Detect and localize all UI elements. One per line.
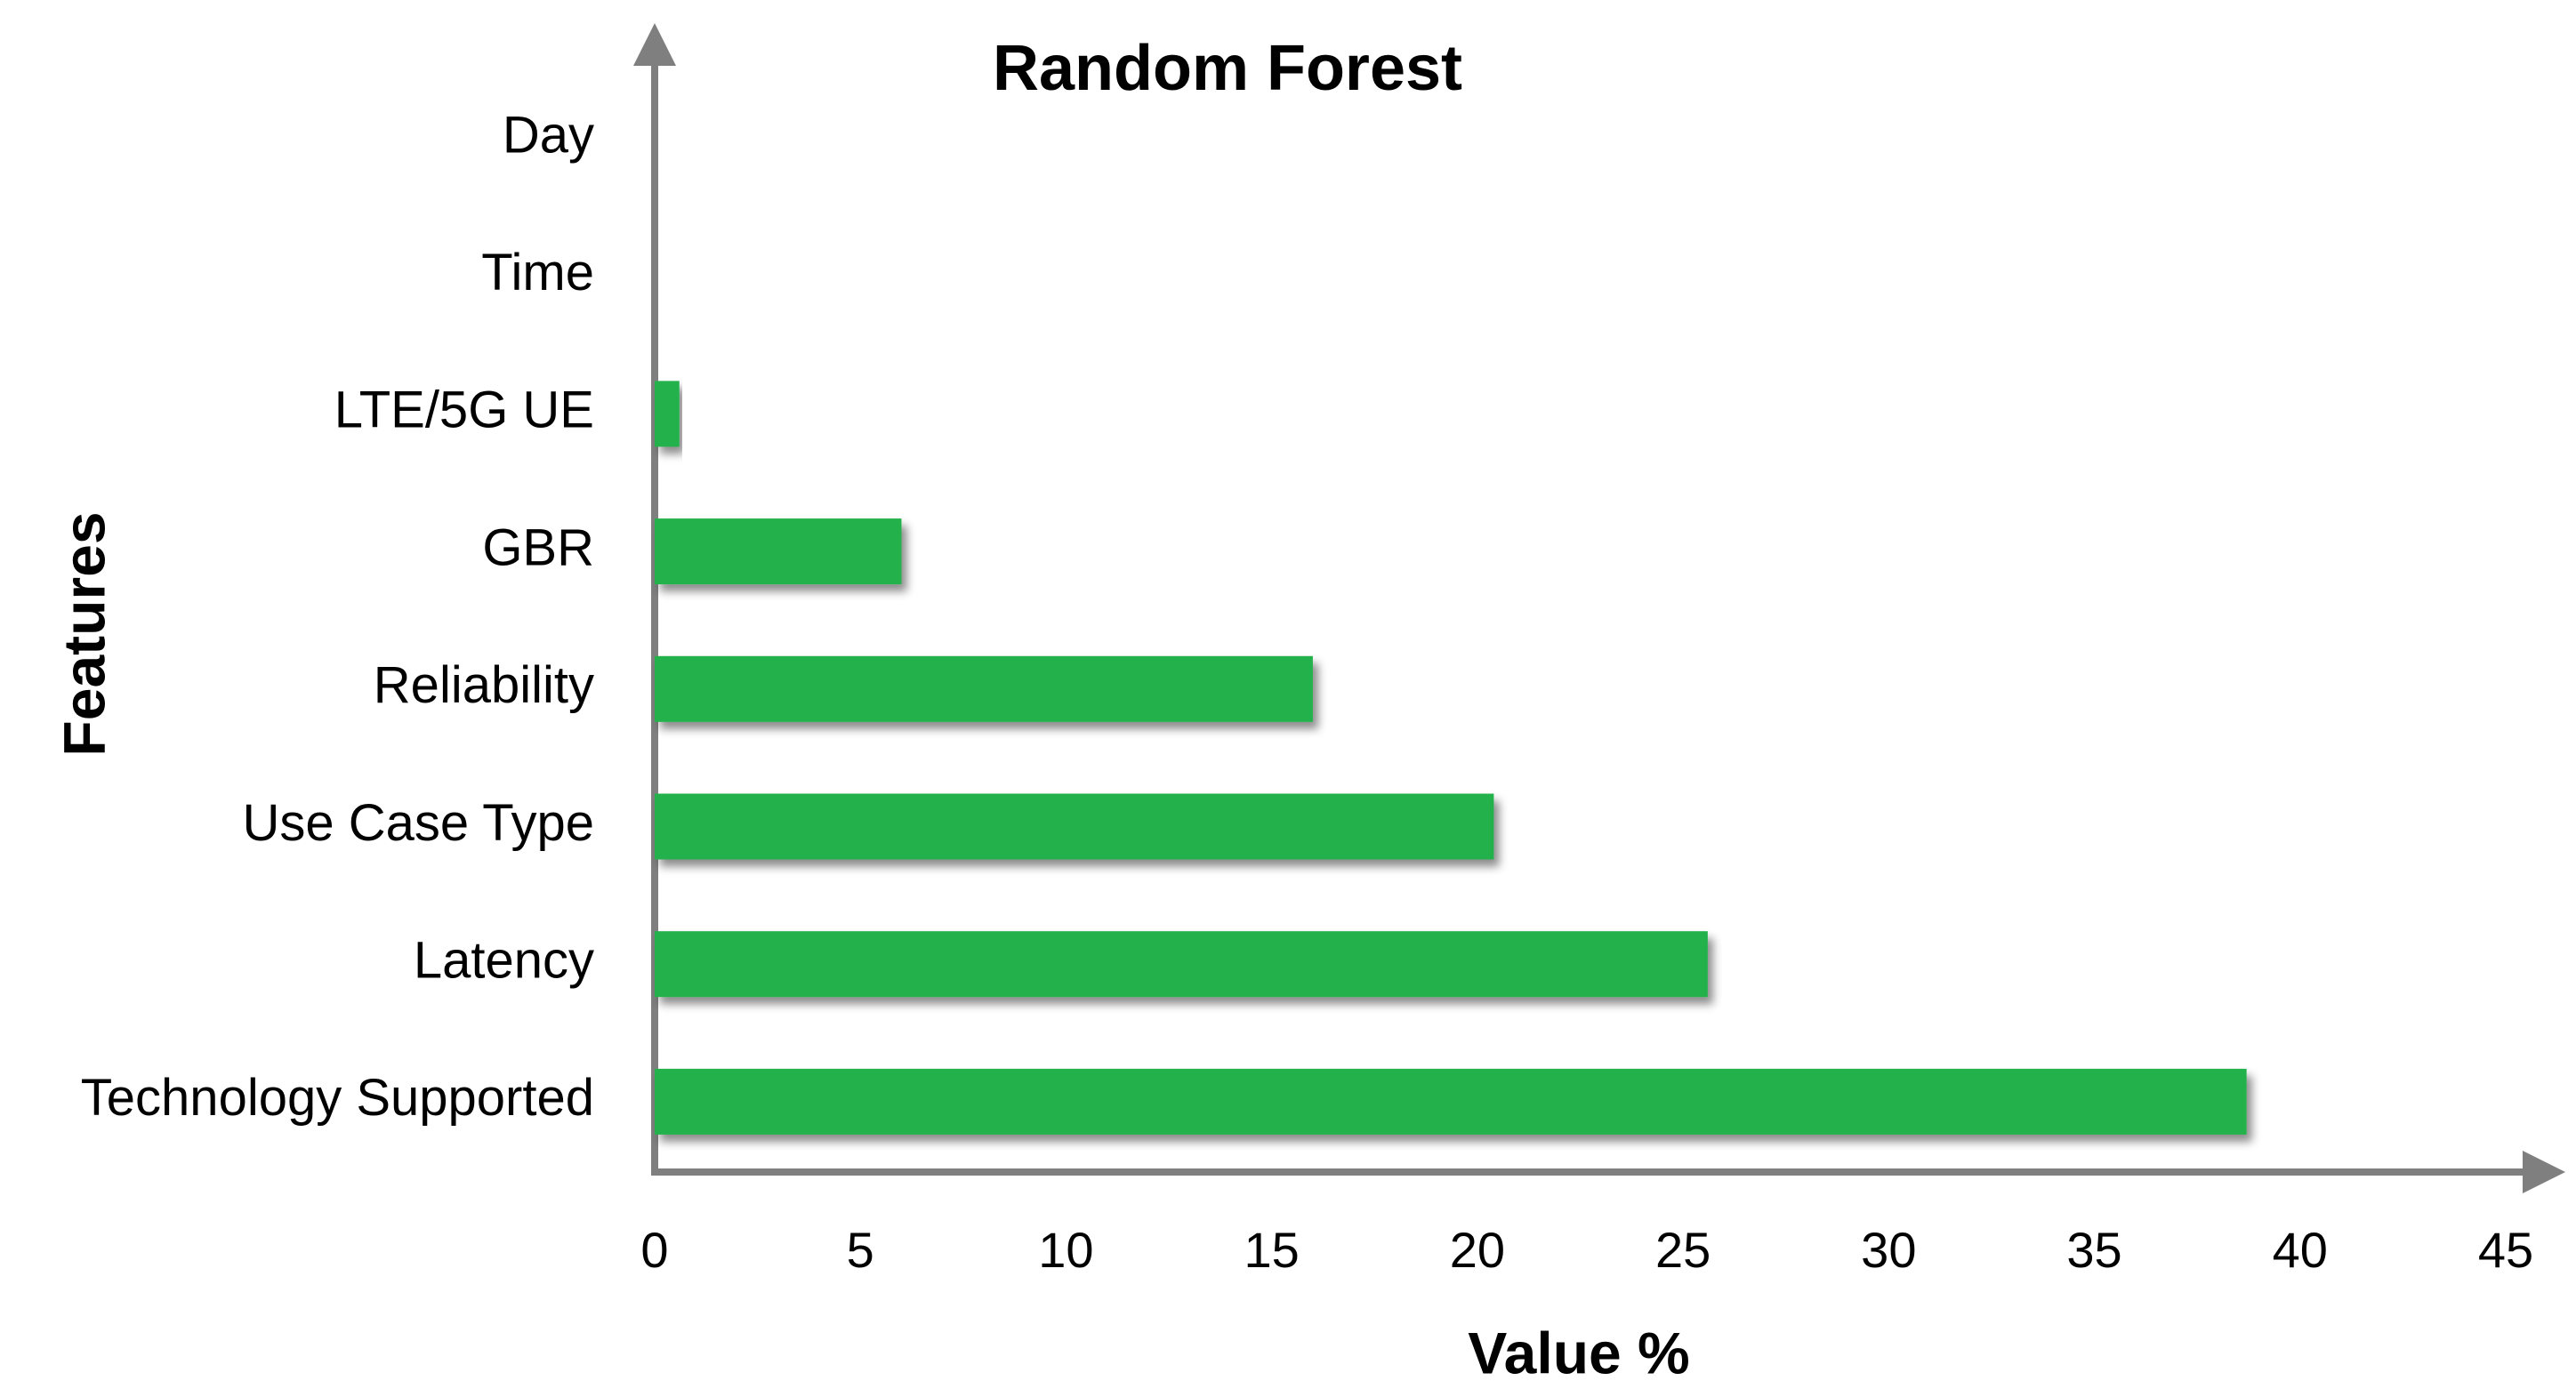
y-tick-label: Use Case Type bbox=[243, 794, 594, 852]
bar bbox=[655, 931, 1708, 998]
y-axis-label: Features bbox=[51, 511, 117, 756]
x-tick-label: 10 bbox=[1038, 1222, 1093, 1278]
x-tick-label: 40 bbox=[2273, 1222, 2328, 1278]
y-tick-label: Day bbox=[503, 106, 594, 164]
y-tick-label: Technology Supported bbox=[81, 1069, 594, 1127]
y-tick-label: GBR bbox=[482, 518, 594, 576]
x-axis-label: Value % bbox=[1468, 1320, 1689, 1385]
x-tick-label: 5 bbox=[847, 1222, 874, 1278]
bar bbox=[655, 1068, 2247, 1135]
y-tick-label: LTE/5G UE bbox=[334, 381, 594, 439]
bar bbox=[655, 793, 1494, 860]
y-tick-label: Reliability bbox=[374, 656, 594, 714]
bar bbox=[655, 381, 680, 447]
chart-title: Random Forest bbox=[993, 33, 1462, 104]
x-tick-label: 35 bbox=[2066, 1222, 2121, 1278]
y-tick-label: Time bbox=[481, 244, 594, 301]
y-tick-label: Latency bbox=[414, 932, 594, 990]
x-tick-label: 30 bbox=[1861, 1222, 1916, 1278]
x-tick-label: 25 bbox=[1655, 1222, 1711, 1278]
x-tick-label: 0 bbox=[640, 1222, 668, 1278]
x-tick-label: 20 bbox=[1450, 1222, 1505, 1278]
x-tick-label: 15 bbox=[1244, 1222, 1300, 1278]
x-tick-label: 45 bbox=[2478, 1222, 2533, 1278]
bar bbox=[655, 518, 902, 585]
bar bbox=[655, 655, 1313, 722]
